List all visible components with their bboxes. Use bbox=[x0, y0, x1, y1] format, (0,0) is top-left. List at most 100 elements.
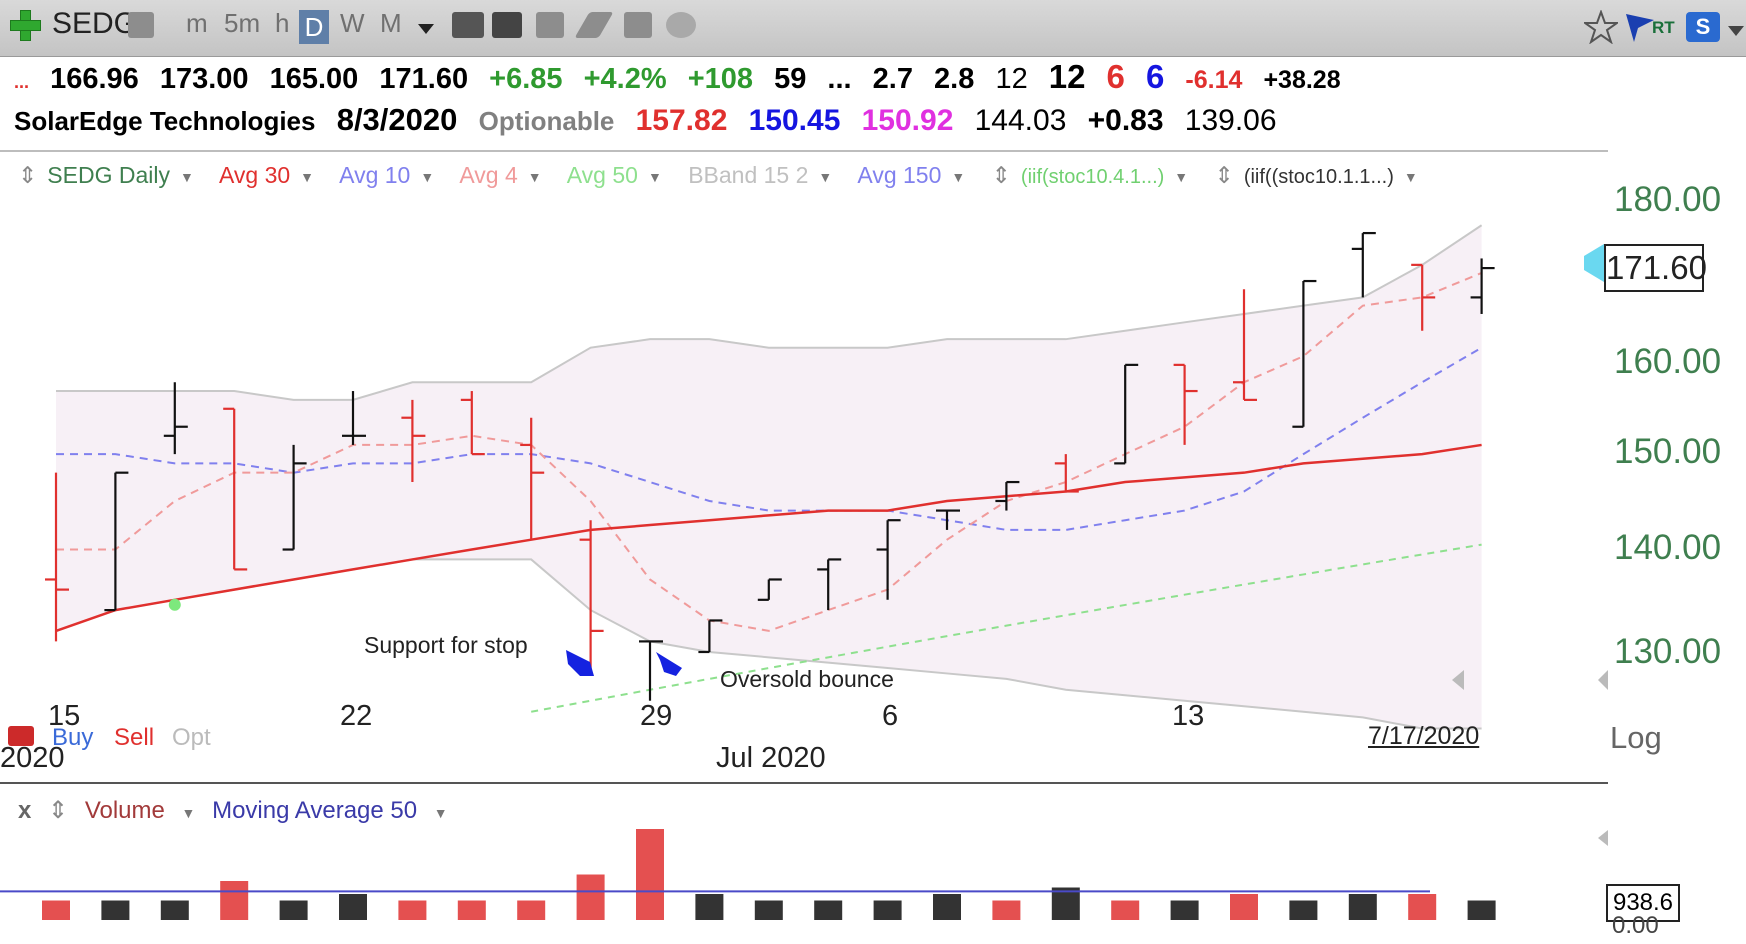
end-date-label[interactable]: 7/17/2020 bbox=[1368, 722, 1480, 750]
stat-value-4: 144.03 bbox=[974, 104, 1067, 137]
quote-high: 173.00 bbox=[159, 63, 249, 95]
x-tick-13: 13 bbox=[1172, 700, 1205, 732]
x-tick-22: 22 bbox=[340, 700, 373, 732]
volume-last-box: 938.6 bbox=[1606, 884, 1680, 922]
rt-label[interactable]: RT bbox=[1652, 18, 1675, 37]
x-month-label: Jul 2020 bbox=[716, 742, 826, 774]
quote-field-1: +108 bbox=[687, 63, 754, 95]
volume-bar-17 bbox=[1051, 887, 1080, 920]
bar-chart-icon[interactable] bbox=[492, 12, 522, 38]
legend-indicator-2[interactable]: (iif((stoc10.1.1...) bbox=[1243, 166, 1394, 188]
x-tick-6: 6 bbox=[882, 700, 899, 732]
company-line: SolarEdge Technologies 8/3/2020 Optionab… bbox=[14, 102, 1291, 146]
quote-field-10: -6.14 bbox=[1185, 66, 1243, 94]
y-tick-130: 130.00 bbox=[1614, 632, 1722, 671]
volume-bar-23 bbox=[1408, 894, 1437, 920]
s-badge[interactable]: S bbox=[1686, 12, 1720, 42]
menu-dropdown-icon[interactable] bbox=[1728, 26, 1744, 36]
volume-bar-22 bbox=[1348, 894, 1377, 920]
add-icon[interactable] bbox=[10, 10, 41, 41]
volume-bar-2 bbox=[160, 900, 189, 920]
quote-field-7: 12 bbox=[1048, 58, 1086, 95]
legend-avg150[interactable]: Avg 150 bbox=[857, 162, 942, 188]
volume-divider bbox=[0, 782, 1608, 784]
close-panel-icon[interactable]: x bbox=[18, 797, 32, 824]
eraser-icon[interactable] bbox=[624, 12, 652, 38]
flag-icon[interactable] bbox=[1624, 10, 1658, 44]
quote-field-4: 2.7 bbox=[872, 63, 913, 95]
legend-indicator-1[interactable]: (iif(stoc10.4.1...) bbox=[1020, 166, 1165, 188]
scroll-up-icon bbox=[1452, 670, 1464, 690]
legend-avg30[interactable]: Avg 30 bbox=[218, 162, 291, 188]
header-divider bbox=[0, 150, 1608, 152]
volume-bar-3 bbox=[220, 881, 249, 920]
interval-weekly[interactable]: W bbox=[340, 8, 365, 38]
quote-date: 8/3/2020 bbox=[336, 102, 458, 137]
moving-average-label[interactable]: Moving Average 50 bbox=[212, 797, 418, 824]
quote-open: 166.96 bbox=[50, 63, 139, 95]
sell-button[interactable]: Sell bbox=[114, 724, 155, 751]
quote-field-9: 6 bbox=[1145, 58, 1165, 95]
quote-field-11: +38.28 bbox=[1263, 66, 1341, 94]
quote-change-pct: +4.2% bbox=[583, 63, 667, 95]
volume-bar-15 bbox=[933, 894, 961, 920]
trade-icon[interactable] bbox=[8, 726, 34, 746]
y-tick-150: 150.00 bbox=[1614, 432, 1722, 471]
last-price-box: 171.60 bbox=[1604, 244, 1707, 292]
star-icon[interactable] bbox=[1584, 10, 1618, 44]
interval-daily[interactable]: D bbox=[299, 10, 329, 44]
avg30-line bbox=[55, 443, 1482, 633]
last-price-marker bbox=[1584, 244, 1604, 282]
volume-bar-18 bbox=[1111, 900, 1140, 920]
support-arrow-icon bbox=[566, 650, 594, 676]
legend-bband[interactable]: BBand 15 2 bbox=[688, 162, 809, 188]
interval-hour[interactable]: h bbox=[275, 8, 290, 38]
y-tick-140: 140.00 bbox=[1614, 528, 1722, 567]
company-name: SolarEdge Technologies bbox=[14, 106, 316, 136]
volume-bar-14 bbox=[873, 900, 902, 920]
symbol-field[interactable]: SEDG bbox=[52, 7, 138, 40]
volume-bar-24 bbox=[1467, 900, 1496, 920]
quote-field-3: ... bbox=[827, 63, 852, 95]
oversold-arrow-icon bbox=[656, 652, 682, 676]
toolbar: SEDG m 5m h D W M RT S bbox=[0, 0, 1746, 57]
volume-bar-9 bbox=[576, 874, 605, 920]
bband-fill bbox=[56, 225, 1482, 729]
quote-field-2: 59 bbox=[774, 63, 807, 95]
quote-field-5: 2.8 bbox=[934, 63, 975, 95]
volume-scroll-icon bbox=[1598, 830, 1608, 846]
grid-settings-icon[interactable] bbox=[536, 12, 564, 38]
stat-value-6: 139.06 bbox=[1184, 104, 1277, 137]
volume-title[interactable]: Volume bbox=[84, 797, 165, 824]
volume-bar-0 bbox=[42, 900, 70, 920]
legend-avg50[interactable]: Avg 50 bbox=[566, 162, 638, 188]
print-icon[interactable] bbox=[128, 12, 154, 38]
quote-field-6: 12 bbox=[995, 63, 1028, 95]
buy-button[interactable]: Buy bbox=[52, 724, 94, 751]
volume-bar-21 bbox=[1289, 900, 1318, 920]
log-scale-toggle[interactable]: Log bbox=[1610, 720, 1662, 755]
legend-avg10[interactable]: Avg 10 bbox=[339, 162, 411, 188]
interval-minute[interactable]: m bbox=[186, 8, 208, 38]
volume-bar-6 bbox=[398, 900, 427, 920]
share-icon[interactable] bbox=[666, 12, 696, 38]
signal-dot bbox=[168, 598, 181, 611]
volume-bar-20 bbox=[1230, 894, 1258, 920]
volume-bar-16 bbox=[992, 900, 1021, 920]
opt-button[interactable]: Opt bbox=[172, 724, 211, 751]
interval-5-minute[interactable]: 5m bbox=[224, 8, 261, 38]
text-tool-icon[interactable] bbox=[452, 12, 484, 38]
scroll-right-icon bbox=[1598, 670, 1608, 690]
interval-dropdown-icon[interactable] bbox=[418, 24, 434, 34]
annotation-oversold: Oversold bounce bbox=[720, 666, 894, 692]
x-tick-29: 29 bbox=[640, 700, 673, 732]
volume-bar-12 bbox=[754, 900, 783, 920]
volume-bar-5 bbox=[339, 894, 367, 920]
annotation-support: Support for stop bbox=[364, 632, 528, 658]
legend-avg4[interactable]: Avg 4 bbox=[459, 162, 518, 188]
legend-series[interactable]: SEDG Daily bbox=[47, 162, 170, 188]
optionable-label[interactable]: Optionable bbox=[478, 106, 615, 136]
interval-monthly[interactable]: M bbox=[380, 8, 402, 38]
stat-value-3: 150.92 bbox=[861, 104, 954, 137]
